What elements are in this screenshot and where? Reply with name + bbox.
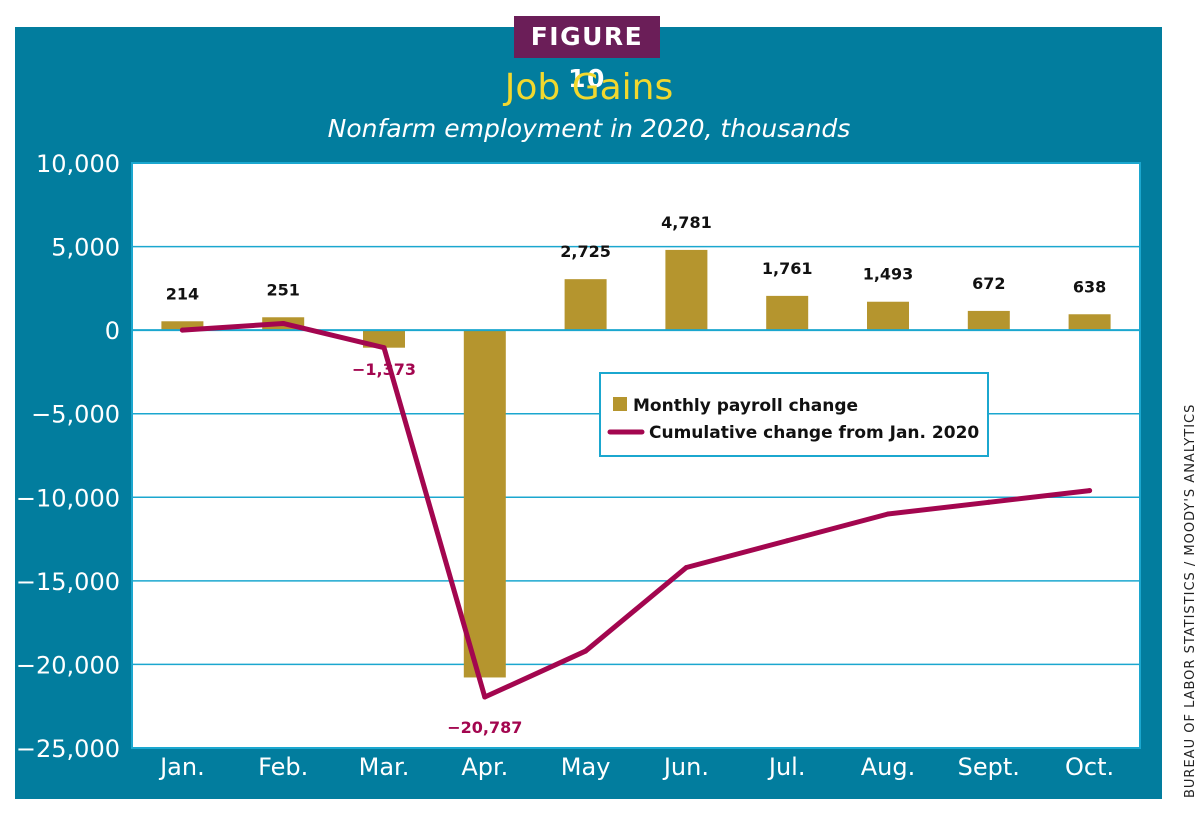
line-point xyxy=(482,694,488,700)
y-tick-label: −10,000 xyxy=(16,484,120,512)
x-tick-label: Jan. xyxy=(158,753,205,781)
line-point xyxy=(1087,488,1093,494)
x-tick-label: Jul. xyxy=(767,753,806,781)
line-point xyxy=(986,499,992,505)
bar xyxy=(1068,314,1111,331)
x-tick-label: May xyxy=(561,753,611,781)
bar-data-label: 1,493 xyxy=(863,265,914,284)
bar xyxy=(766,295,809,331)
chart-legend: Monthly payroll change Cumulative change… xyxy=(599,372,989,457)
x-tick-label: Mar. xyxy=(359,753,410,781)
bar xyxy=(665,249,708,331)
legend-bar-label: Monthly payroll change xyxy=(633,396,858,416)
y-tick-label: −20,000 xyxy=(16,651,120,679)
line-point xyxy=(179,327,185,333)
line-point xyxy=(784,538,790,544)
bar-data-label: 1,761 xyxy=(762,259,813,278)
line-point xyxy=(683,564,689,570)
bar-data-label: 251 xyxy=(266,280,299,299)
line-point xyxy=(381,345,387,351)
y-tick-label: −5,000 xyxy=(31,401,120,429)
line-data-label: −20,787 xyxy=(447,718,522,737)
bar-data-label: 2,725 xyxy=(560,242,611,261)
chart-subtitle: Nonfarm employment in 2020, thousands xyxy=(327,114,851,143)
bar-data-label: 638 xyxy=(1073,277,1106,296)
y-tick-label: 10,000 xyxy=(36,150,120,178)
x-tick-label: Oct. xyxy=(1065,753,1114,781)
chart-title: Job Gains xyxy=(504,67,674,108)
bar-data-label: −1,373 xyxy=(352,360,416,379)
source-note: BUREAU OF LABOR STATISTICS / MOODY'S ANA… xyxy=(1183,403,1198,798)
cumulative-line xyxy=(179,320,1093,700)
legend-box xyxy=(599,372,989,457)
bar xyxy=(564,279,607,331)
bar-data-label: 672 xyxy=(972,274,1005,293)
labels-layer: 214 251 −1,373 2,725 4,781 1,761 1,493 672 638 −2… xyxy=(166,213,1107,737)
x-tick-label: Feb. xyxy=(258,753,308,781)
x-tick-label: Apr. xyxy=(461,753,508,781)
axis-layer: 10,000 5,000 0 −5,000 −10,000 −15,000 −20,000 −… xyxy=(16,150,1114,781)
x-tick-label: Jun. xyxy=(662,753,709,781)
legend-bar-swatch xyxy=(613,397,627,411)
y-tick-label: −25,000 xyxy=(16,735,120,763)
figure-badge: FIGURE 10 xyxy=(514,16,660,93)
bar xyxy=(967,310,1010,331)
legend-line-label: Cumulative change from Jan. 2020 xyxy=(649,423,979,443)
bar xyxy=(161,321,204,331)
y-tick-label: −15,000 xyxy=(16,568,120,596)
bar xyxy=(867,301,909,331)
x-tick-label: Sept. xyxy=(958,753,1020,781)
y-tick-label: 5,000 xyxy=(51,234,120,262)
bar-data-label: 214 xyxy=(166,284,199,303)
bar-data-label: 4,781 xyxy=(661,213,712,232)
line-point xyxy=(583,648,589,654)
line-point xyxy=(280,320,286,326)
line-layer xyxy=(179,320,1093,700)
y-tick-label: 0 xyxy=(105,317,120,345)
bar xyxy=(463,330,506,678)
line-point xyxy=(885,511,891,517)
x-tick-label: Aug. xyxy=(861,753,916,781)
